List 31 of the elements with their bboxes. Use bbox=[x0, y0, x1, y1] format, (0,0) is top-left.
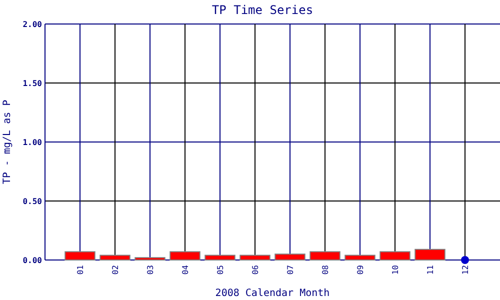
bar bbox=[274, 254, 306, 260]
x-tick-label: 06 bbox=[251, 264, 260, 275]
bar bbox=[64, 251, 96, 260]
x-tick-label: 01 bbox=[76, 264, 85, 275]
x-axis-title: 2008 Calendar Month bbox=[215, 288, 330, 299]
x-tick-label: 02 bbox=[111, 264, 120, 275]
y-tick-label: 0.00 bbox=[22, 256, 42, 265]
x-tick-label: 05 bbox=[216, 264, 225, 275]
bar bbox=[310, 251, 340, 260]
bar bbox=[134, 257, 166, 260]
y-tick-label: 2.00 bbox=[22, 20, 42, 29]
y-axis-title: TP - mg/L as P bbox=[2, 100, 13, 184]
bar bbox=[170, 251, 200, 260]
bar bbox=[204, 254, 236, 260]
chart-title: TP Time Series bbox=[212, 3, 314, 17]
x-tick-label: 04 bbox=[181, 264, 190, 275]
x-tick-label: 10 bbox=[391, 264, 400, 275]
y-tick-label: 0.50 bbox=[22, 196, 42, 206]
bar bbox=[240, 254, 270, 260]
bar bbox=[380, 251, 410, 260]
x-tick-label: 11 bbox=[426, 264, 435, 275]
x-tick-label: 03 bbox=[146, 264, 155, 275]
x-tick-label: 08 bbox=[321, 264, 330, 275]
bar bbox=[100, 254, 130, 260]
x-tick-label: 12 bbox=[461, 264, 470, 275]
y-tick-label: 1.00 bbox=[22, 138, 42, 147]
x-tick-label: 09 bbox=[356, 264, 365, 275]
y-tick-label: 1.50 bbox=[22, 78, 42, 88]
bar bbox=[344, 254, 376, 260]
bar bbox=[414, 248, 446, 260]
x-tick-label: 07 bbox=[286, 264, 295, 275]
